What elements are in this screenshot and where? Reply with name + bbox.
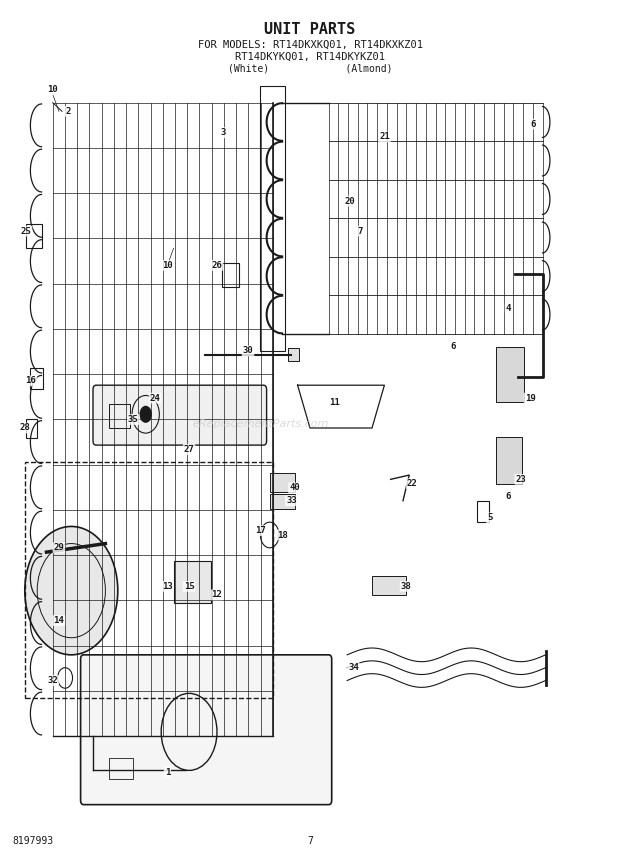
Bar	[26, 224, 42, 248]
Text: 14: 14	[53, 616, 64, 625]
Text: 7: 7	[357, 227, 362, 235]
Text: 40: 40	[289, 484, 300, 492]
Bar	[25, 462, 273, 698]
Bar	[222, 263, 239, 287]
Text: 3: 3	[221, 128, 226, 137]
Text: 33: 33	[286, 496, 297, 505]
Text: 35: 35	[128, 415, 139, 424]
Bar	[108, 758, 133, 779]
Text: 1: 1	[165, 768, 170, 776]
Text: 21: 21	[379, 133, 390, 141]
Text: 6: 6	[450, 342, 455, 351]
Text: 13: 13	[162, 582, 173, 591]
Text: 26: 26	[211, 261, 223, 270]
Bar	[108, 404, 130, 428]
Bar	[288, 348, 299, 361]
Text: 2: 2	[66, 107, 71, 116]
Text: 10: 10	[47, 86, 58, 94]
Text: UNIT PARTS: UNIT PARTS	[264, 22, 356, 38]
Bar	[260, 86, 285, 351]
Text: 10: 10	[162, 261, 173, 270]
Bar	[372, 576, 406, 595]
Text: 22: 22	[407, 479, 418, 488]
Text: eReplacementParts.com: eReplacementParts.com	[192, 419, 329, 429]
Text: 12: 12	[211, 591, 223, 599]
Text: 30: 30	[242, 347, 254, 355]
Text: 25: 25	[20, 227, 32, 235]
Text: 18: 18	[277, 531, 288, 539]
Text: 20: 20	[345, 197, 356, 205]
Bar	[174, 561, 211, 603]
Bar	[496, 437, 522, 484]
Text: 7: 7	[307, 835, 313, 846]
Text: 16: 16	[25, 377, 37, 385]
Text: 19: 19	[525, 394, 536, 402]
Text: 28: 28	[19, 424, 30, 432]
Bar	[270, 473, 294, 492]
Text: 23: 23	[515, 475, 526, 484]
Text: 29: 29	[53, 544, 64, 552]
Text: 24: 24	[149, 394, 161, 402]
Circle shape	[140, 406, 152, 423]
Text: FOR MODELS: RT14DKXKQ01, RT14DKXKZ01: FOR MODELS: RT14DKXKQ01, RT14DKXKZ01	[198, 39, 422, 50]
Text: 17: 17	[255, 526, 266, 535]
Text: 6: 6	[531, 120, 536, 128]
Bar	[270, 494, 294, 509]
FancyBboxPatch shape	[81, 655, 332, 805]
Bar	[30, 368, 43, 389]
Bar	[496, 347, 524, 402]
Text: 34: 34	[348, 663, 359, 672]
Text: 5: 5	[487, 514, 492, 522]
Text: 6: 6	[506, 492, 511, 501]
Bar	[26, 419, 37, 438]
Text: 4: 4	[506, 304, 511, 312]
FancyBboxPatch shape	[93, 385, 267, 445]
Circle shape	[25, 526, 118, 655]
Text: 8197993: 8197993	[12, 835, 53, 846]
Text: 38: 38	[401, 582, 412, 591]
Text: 11: 11	[329, 398, 340, 407]
Bar	[477, 501, 489, 522]
Text: 32: 32	[47, 676, 58, 685]
Text: (White)             (Almond): (White) (Almond)	[228, 63, 392, 74]
Text: 27: 27	[184, 445, 195, 454]
Text: RT14DKYKQ01, RT14DKYKZ01: RT14DKYKQ01, RT14DKYKZ01	[235, 51, 385, 62]
Text: 15: 15	[184, 582, 195, 591]
